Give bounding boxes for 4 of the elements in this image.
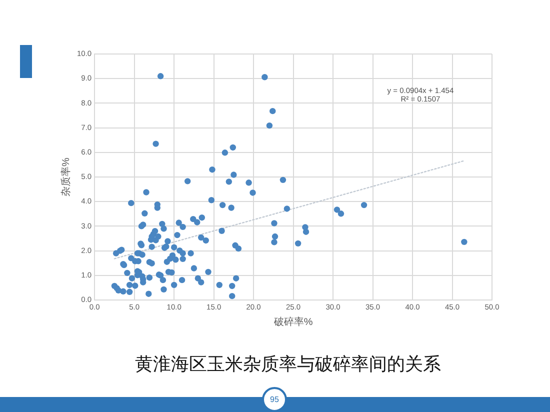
text: 黄淮海区玉米杂质率与破碎率间的关系 — [134, 353, 442, 376]
text: 95 — [269, 394, 280, 406]
x-axis-title: 破碎率% — [272, 316, 313, 328]
y-axis-title: 杂质率% — [60, 157, 72, 196]
